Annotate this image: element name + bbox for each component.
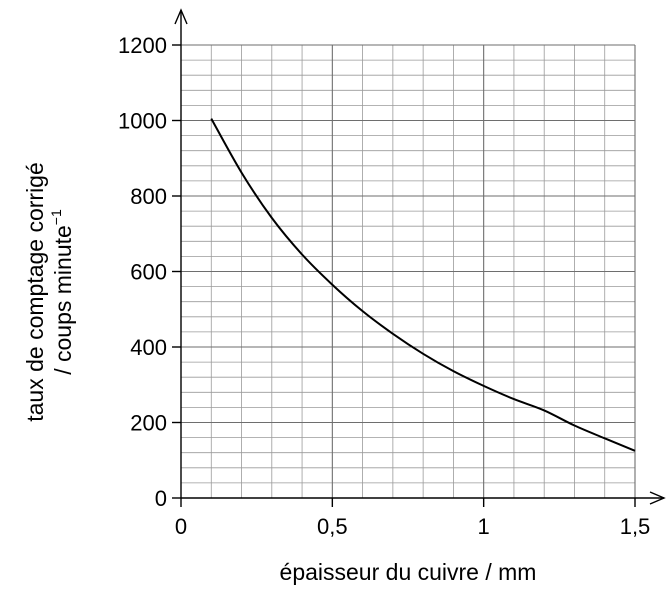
y-tick-label: 0 [155, 486, 167, 511]
x-tick-label: 1,5 [620, 514, 651, 539]
y-tick-label: 1200 [118, 33, 167, 58]
y-tick-label: 1000 [118, 109, 167, 134]
axes [174, 8, 666, 505]
y-tick-label: 400 [130, 335, 167, 360]
y-tick-label: 200 [130, 411, 167, 436]
y-tick-label: 600 [130, 260, 167, 285]
y-axis-unit: / coups minute [50, 225, 76, 375]
x-tick-label: 0,5 [317, 514, 348, 539]
y-axis-unit-exponent: −1 [48, 209, 64, 225]
tick-labels: 0 200 400 600 800 1000 1200 0 0,5 1 1,5 [118, 33, 650, 539]
tick-marks [172, 44, 636, 507]
y-axis-arrow [174, 8, 188, 25]
major-grid [181, 44, 636, 498]
x-axis-arrow [649, 491, 666, 505]
data-curve [210, 118, 636, 452]
x-axis-title: épaisseur du cuivre / mm [280, 559, 537, 585]
y-tick-label: 800 [130, 184, 167, 209]
y-axis-title-line2: / coups minute−1 [48, 209, 76, 375]
y-axis-title: taux de comptage corrigé / coups minute−… [22, 162, 76, 422]
y-axis-title-line1: taux de comptage corrigé [22, 162, 48, 422]
x-tick-label: 0 [175, 514, 187, 539]
x-tick-label: 1 [478, 514, 490, 539]
series-layer [210, 118, 636, 452]
